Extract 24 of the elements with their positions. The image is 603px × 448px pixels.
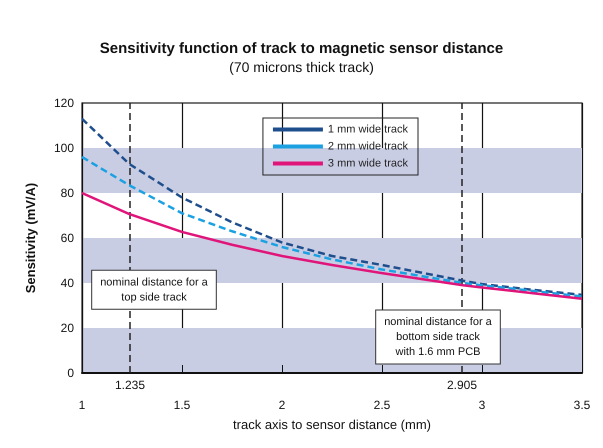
- chart-title: Sensitivity function of track to magnetic sensor distance: [100, 40, 504, 57]
- ref-line-label: 2.905: [446, 378, 478, 392]
- x-axis-title: track axis to sensor distance (mm): [233, 416, 431, 432]
- y-tick-label: 40: [60, 276, 74, 290]
- y-tick-label: 20: [60, 321, 74, 335]
- x-tick-label: 2.5: [374, 398, 391, 412]
- legend-label: 1 mm wide track: [328, 124, 408, 136]
- x-tick-label: 3.5: [574, 398, 591, 412]
- y-tick-label: 60: [60, 231, 74, 245]
- ref-line-label: 1.235: [114, 378, 146, 392]
- chart-subtitle: (70 microns thick track): [229, 59, 374, 75]
- legend-label: 2 mm wide track: [328, 140, 408, 152]
- y-tick-label: 100: [54, 141, 74, 155]
- annotation: nominal distance for a top side track: [100, 276, 209, 304]
- y-tick-label: 120: [54, 96, 74, 110]
- annotation: nominal distance for a bottom side track with 1.6 mm PCB: [384, 316, 493, 358]
- y-axis-title: Sensitivity (mV/A): [23, 182, 38, 294]
- x-tick-label: 1: [78, 398, 86, 412]
- x-tick-label: 2: [278, 398, 286, 412]
- x-tick-label: 3: [478, 398, 486, 412]
- y-tick-label: 80: [60, 186, 74, 200]
- legend-label: 3 mm wide track: [328, 158, 408, 170]
- y-tick-label: 0: [67, 366, 74, 380]
- x-tick-label: 1.5: [174, 398, 191, 412]
